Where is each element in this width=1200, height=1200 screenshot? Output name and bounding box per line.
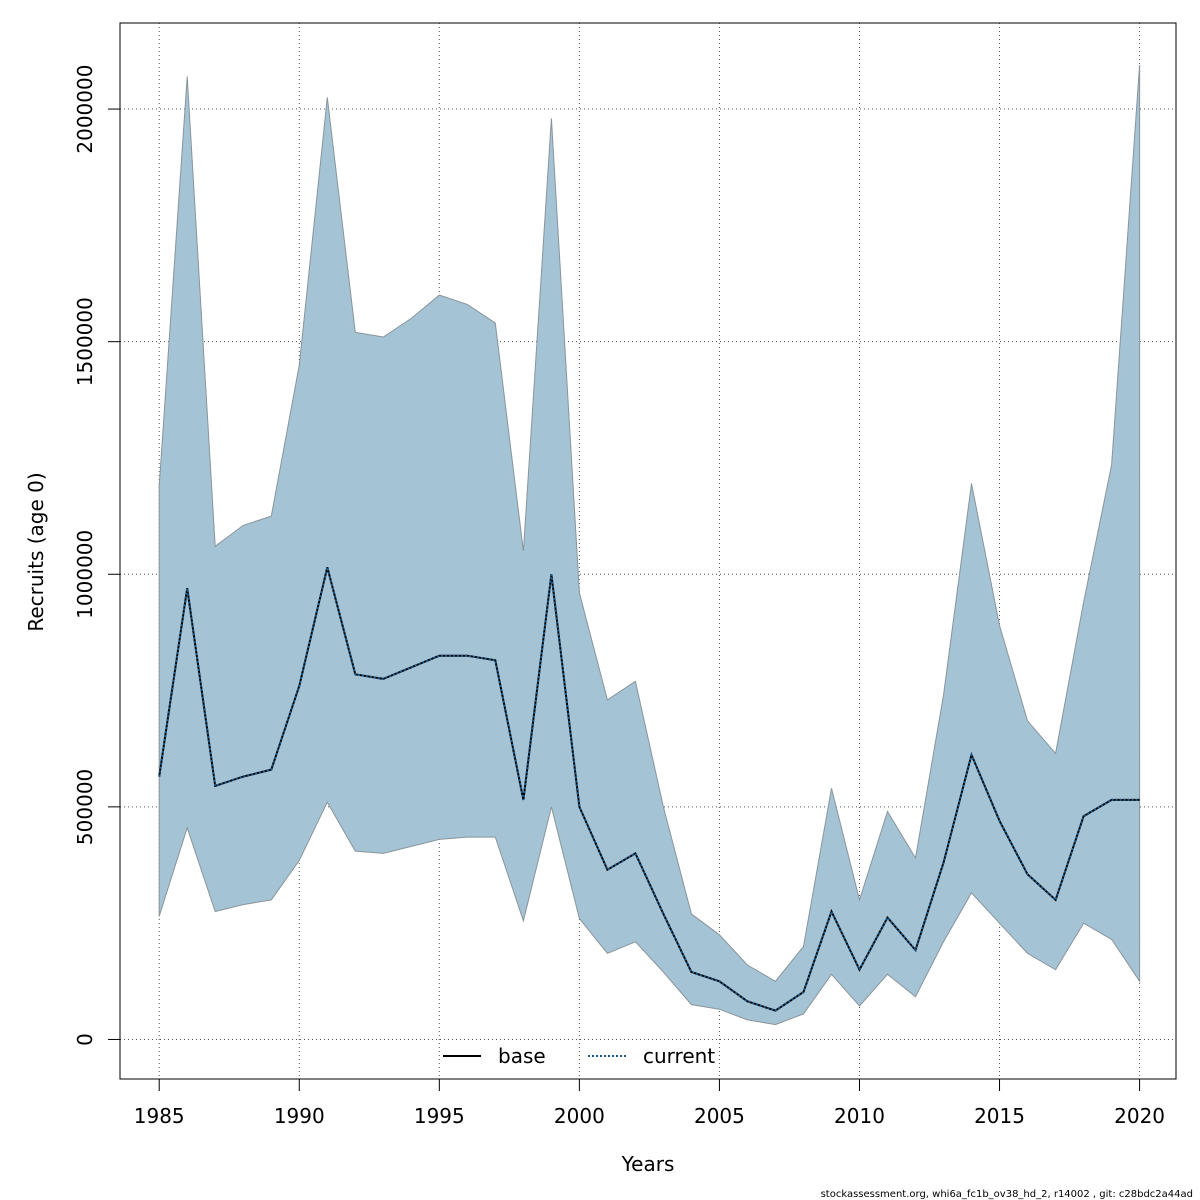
legend: base current — [443, 1044, 715, 1068]
series-line-current — [158, 567, 1140, 1012]
y-axis-title: Recruits (age 0) — [24, 472, 48, 631]
y-tick-label: 500000 — [73, 769, 97, 845]
x-tick-label: 1995 — [414, 1104, 465, 1128]
legend-label-base: base — [498, 1044, 546, 1068]
confidence-band — [158, 64, 1141, 1026]
y-tick-label: 2000000 — [73, 65, 97, 154]
y-axis: 0 500000 1000000 1500000 2000000 — [73, 65, 121, 1046]
x-tick-label: 2000 — [554, 1104, 605, 1128]
x-tick-label: 2015 — [974, 1104, 1025, 1128]
x-tick-label: 2020 — [1114, 1104, 1165, 1128]
x-tick-label: 1985 — [134, 1104, 185, 1128]
x-tick-label: 2005 — [694, 1104, 745, 1128]
y-tick-label: 0 — [73, 1033, 97, 1046]
footer-credit: stockassessment.org, whi6a_fc1b_ov38_hd_… — [821, 1189, 1193, 1200]
x-tick-label: 2010 — [834, 1104, 885, 1128]
x-tick-label: 1990 — [274, 1104, 325, 1128]
y-tick-label: 1500000 — [73, 297, 97, 386]
y-tick-label: 1000000 — [73, 530, 97, 619]
legend-label-current: current — [643, 1044, 715, 1068]
x-axis: 1985 1990 1995 2000 2005 2010 2015 2020 — [134, 1078, 1165, 1128]
x-axis-title: Years — [621, 1152, 675, 1176]
